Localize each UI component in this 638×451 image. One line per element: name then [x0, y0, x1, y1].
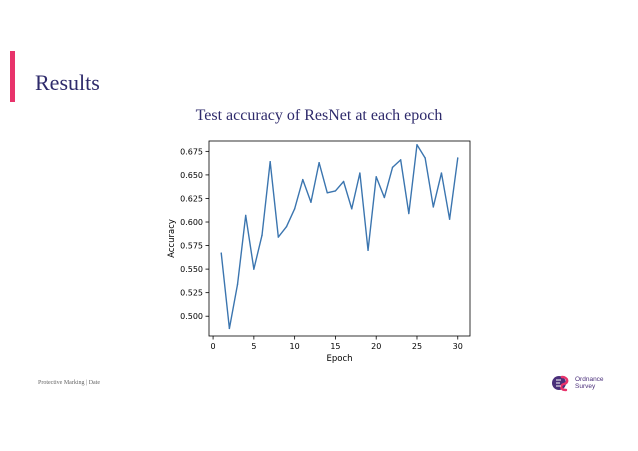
accuracy-data-point — [383, 196, 386, 199]
footer-protective-marking: Protective Marking | Date — [38, 380, 101, 386]
accuracy-chart: 0.500 0.525 0.550 0.575 0.600 0.625 0.650 0.675… — [160, 132, 490, 368]
accuracy-data-point — [408, 212, 410, 215]
y-tick-label: 0.625 — [180, 194, 203, 203]
x-tick-label: 25 — [412, 342, 422, 351]
accuracy-data-point — [432, 206, 434, 208]
accuracy-data-point — [269, 161, 271, 163]
chart-caption: Test accuracy of ResNet at each epoch — [195, 107, 443, 124]
accuracy-data-point — [399, 159, 402, 161]
x-tick-label: 15 — [330, 342, 340, 351]
accuracy-data-point — [310, 201, 312, 203]
x-axis-label: Epoch — [326, 354, 352, 364]
accuracy-series-line — [220, 144, 459, 330]
accuracy-data-point — [375, 176, 377, 178]
accuracy-data-point — [416, 144, 418, 146]
accuracy-data-point — [359, 172, 361, 174]
accuracy-data-point — [318, 161, 320, 164]
accuracy-data-point — [261, 234, 263, 236]
y-tick-label: 0.600 — [180, 218, 203, 227]
x-axis-ticks: 0 5 10 15 20 25 30 — [211, 336, 463, 351]
x-tick-label: 30 — [453, 342, 463, 351]
y-tick-label: 0.575 — [180, 242, 203, 251]
series-layer — [220, 144, 459, 330]
x-tick-label: 5 — [251, 342, 256, 351]
accuracy-data-point — [228, 327, 231, 330]
y-tick-label: 0.500 — [180, 312, 203, 321]
accuracy-data-point — [253, 268, 255, 270]
y-axis-label: Accuracy — [167, 219, 177, 258]
accuracy-data-point — [236, 283, 239, 285]
accuracy-data-point — [302, 178, 304, 181]
y-tick-label: 0.525 — [180, 289, 203, 298]
accuracy-data-point — [424, 157, 426, 159]
logo-text-line1: Ordnance — [575, 376, 604, 383]
x-tick-label: 0 — [211, 342, 216, 351]
accuracy-data-point — [220, 252, 222, 254]
plot-frame — [208, 140, 471, 337]
x-tick-label: 20 — [371, 342, 381, 351]
chart-svg: 0.500 0.525 0.550 0.575 0.600 0.625 0.650 0.675… — [167, 140, 471, 364]
ordnance-survey-logo: Ordnance Survey — [552, 374, 604, 392]
y-tick-label: 0.675 — [180, 147, 203, 156]
ordnance-survey-logo-icon — [552, 375, 569, 392]
y-tick-label: 0.550 — [180, 265, 203, 274]
accuracy-data-point — [448, 218, 451, 220]
accuracy-data-point — [326, 192, 328, 194]
accuracy-data-point — [367, 249, 369, 251]
accuracy-data-point — [277, 236, 280, 238]
accuracy-data-point — [440, 172, 443, 174]
accuracy-data-point — [342, 180, 345, 183]
accuracy-data-point — [334, 190, 337, 192]
accuracy-data-point — [391, 166, 394, 169]
y-tick-label: 0.650 — [180, 171, 203, 180]
accuracy-data-point — [457, 157, 459, 159]
x-tick-label: 10 — [290, 342, 300, 351]
accuracy-data-point — [293, 208, 296, 210]
y-axis-ticks: 0.500 0.525 0.550 0.575 0.600 0.625 0.650 0.675 — [180, 147, 209, 321]
accuracy-data-point — [351, 208, 353, 210]
accuracy-data-point — [245, 214, 247, 217]
logo-text-line2: Survey — [575, 383, 596, 390]
accent-bar — [10, 51, 15, 102]
accuracy-data-point — [285, 226, 288, 228]
slide-title: Results — [35, 70, 100, 95]
